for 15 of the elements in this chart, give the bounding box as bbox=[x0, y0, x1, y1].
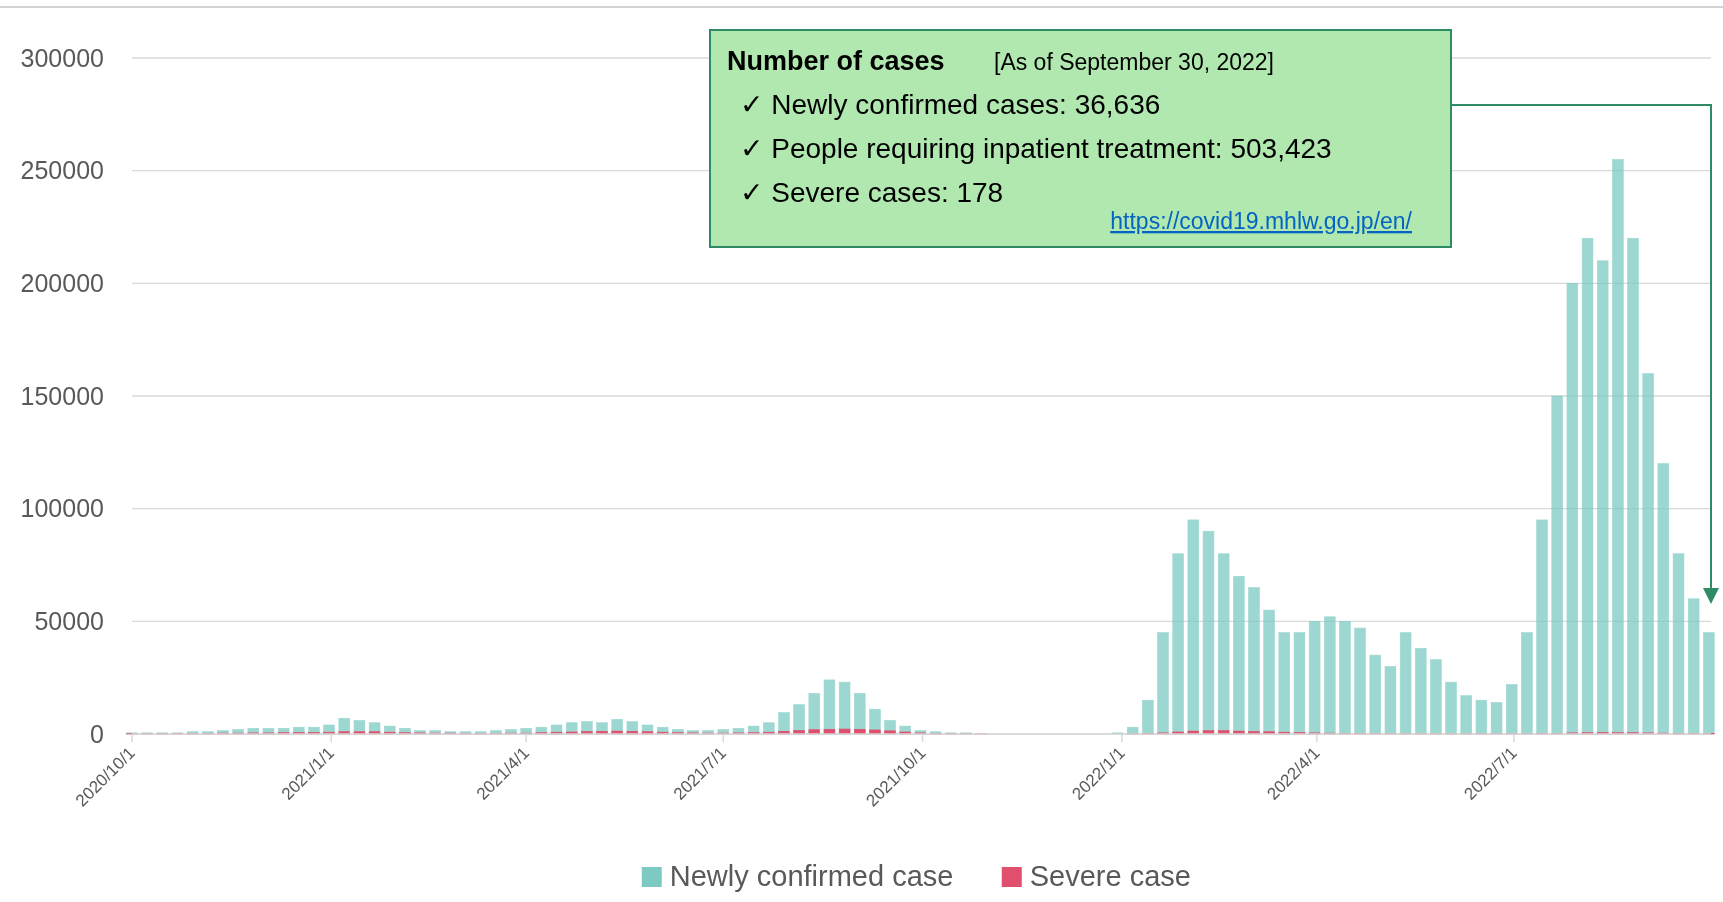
y-tick-label: 300000 bbox=[20, 43, 104, 72]
annotation: https://covid19.mhlw.go.jp/en/ bbox=[1110, 208, 1413, 234]
y-tick-label: 0 bbox=[90, 719, 104, 748]
annotation: ✓ Newly confirmed cases: 36,636 bbox=[740, 89, 1161, 120]
y-tick-label: 150000 bbox=[20, 381, 104, 410]
legend-label: Newly confirmed case bbox=[669, 860, 954, 892]
y-tick-label: 100000 bbox=[20, 494, 104, 523]
annotation: ✓ People requiring inpatient treatment: 503,423 bbox=[740, 133, 1332, 164]
legend-label: Severe case bbox=[1029, 860, 1191, 892]
annotation: ✓ Severe cases: 178 bbox=[740, 177, 1004, 208]
y-tick-label: 50000 bbox=[34, 607, 104, 636]
annotation: [As of September 30, 2022] bbox=[994, 49, 1275, 75]
y-tick-label: 200000 bbox=[20, 269, 104, 298]
annotation: Number of cases bbox=[727, 46, 945, 76]
y-tick-label: 250000 bbox=[20, 156, 104, 185]
